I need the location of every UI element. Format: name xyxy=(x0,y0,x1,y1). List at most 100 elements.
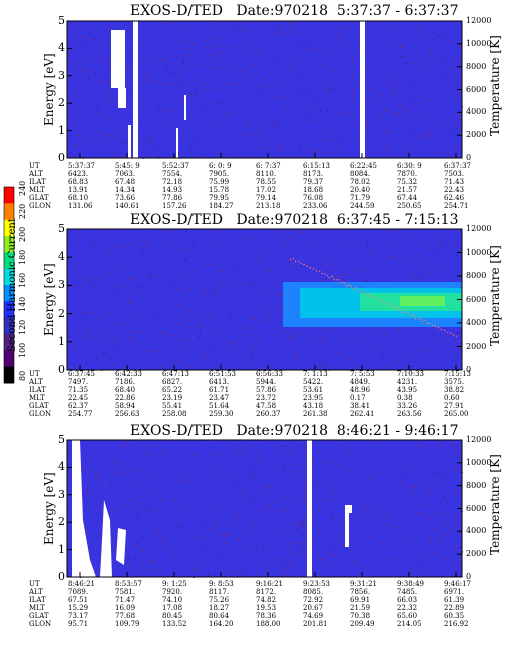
ephemeris-cell: 60.35 xyxy=(444,612,465,620)
ephemeris-cell: 21.57 xyxy=(397,186,418,194)
ephemeris-cell: 23.19 xyxy=(162,394,183,402)
ephemeris-cell: 18.68 xyxy=(303,186,324,194)
ephemeris-cell: 77.68 xyxy=(115,612,136,620)
ephemeris-cell: 38.82 xyxy=(444,386,465,394)
ephemeris-cell: 5:45: 9 xyxy=(115,162,140,170)
y-tick-label: 5 xyxy=(58,222,65,235)
ephemeris-cell: 68.10 xyxy=(68,194,89,202)
panel-time-range: 6:37:45 - 7:15:13 xyxy=(336,212,459,228)
plasma-band xyxy=(283,282,462,327)
ephemeris-cell: 79.14 xyxy=(256,194,277,202)
ephemeris-cell: 5422. xyxy=(303,378,324,386)
ephemeris-cell: 75.26 xyxy=(209,596,230,604)
ephemeris-cell: 7063. xyxy=(115,170,136,178)
panel-title: EXOS-D/TED Date:970218 6:37:45 - 7:15:13 xyxy=(130,212,458,228)
y-tick-label: 3 xyxy=(58,487,65,501)
ephemeris-cell: 75.32 xyxy=(397,178,418,186)
ephemeris-cell: 55.41 xyxy=(162,402,183,410)
instrument-name: EXOS-D/TED xyxy=(130,423,223,439)
y2-tick-label: 10000 xyxy=(466,457,492,467)
ephemeris-row-label: ALT xyxy=(29,588,43,596)
temperature-trace xyxy=(289,257,459,338)
ephemeris-row-label: UT xyxy=(29,370,40,378)
ephemeris-cell: 164.20 xyxy=(209,620,234,628)
ephemeris-cell: 8085. xyxy=(303,588,324,596)
ephemeris-cell: 6413. xyxy=(209,378,230,386)
ephemeris-cell: 22.45 xyxy=(68,394,89,402)
ephemeris-cell: 20.40 xyxy=(350,186,371,194)
ephemeris-cell: 22.86 xyxy=(115,394,136,402)
ephemeris-cell: 79.37 xyxy=(303,178,324,186)
ephemeris-cell: 5:37:37 xyxy=(68,162,95,170)
ephemeris-cell: 58.94 xyxy=(115,402,136,410)
ephemeris-cell: 6:15:13 xyxy=(303,162,330,170)
ephemeris-cell: 62.46 xyxy=(444,194,465,202)
ephemeris-row-label: ILAT xyxy=(29,178,46,186)
ephemeris-cell: 19.53 xyxy=(256,604,277,612)
ephemeris-cell: 9:31:21 xyxy=(350,580,377,588)
y-tick-label: 0 xyxy=(58,151,65,164)
y-tick-label: 4 xyxy=(58,460,65,474)
y-tick-label: 2 xyxy=(58,515,65,529)
y2-tick-label: 0 xyxy=(466,572,472,581)
ephemeris-cell: 23.72 xyxy=(256,394,277,402)
ephemeris-cell: 43.18 xyxy=(303,402,324,410)
ephemeris-cell: 38.41 xyxy=(350,402,371,410)
colorbar-swatch xyxy=(4,366,14,384)
ephemeris-cell: 0.60 xyxy=(444,394,460,402)
ephemeris-cell: 16.09 xyxy=(115,604,136,612)
ephemeris-cell: 254.77 xyxy=(68,410,93,418)
y-tick-label: 5 xyxy=(58,433,65,446)
ephemeris-cell: 213.18 xyxy=(256,202,281,210)
ephemeris-cell: 70.38 xyxy=(350,612,371,620)
ephemeris-row-label: GLON xyxy=(29,620,52,628)
ephemeris-cell: 72.92 xyxy=(303,596,324,604)
colorbar-swatch xyxy=(4,350,14,368)
ephemeris-cell: 7856. xyxy=(350,588,371,596)
ephemeris-cell: 256.63 xyxy=(115,410,140,418)
ephemeris-cell: 9:23:53 xyxy=(303,580,330,588)
ephemeris-cell: 66.03 xyxy=(397,596,418,604)
panel-time-range: 5:37:37 - 6:37:37 xyxy=(336,3,459,19)
panel-title: EXOS-D/TED Date:970218 8:46:21 - 9:46:17 xyxy=(130,423,458,439)
panel-title: EXOS-D/TED Date:970218 5:37:37 - 6:37:37 xyxy=(130,3,458,19)
colorbar-swatch xyxy=(4,252,14,270)
ephemeris-cell: 9: 8:53 xyxy=(209,580,234,588)
data-gap xyxy=(133,21,138,158)
ephemeris-cell: 9: 1:25 xyxy=(162,580,187,588)
ephemeris-cell: 6: 7:37 xyxy=(256,162,281,170)
ephemeris-cell: 7503. xyxy=(444,170,465,178)
ephemeris-cell: 7581. xyxy=(115,588,136,596)
ephemeris-cell: 17.02 xyxy=(256,186,277,194)
y2-tick-label: 0 xyxy=(466,365,472,374)
ephemeris-cell: 6971. xyxy=(444,588,465,596)
ephemeris-cell: 48.96 xyxy=(350,386,371,394)
y-tick-label: 2 xyxy=(58,96,65,110)
panel-date: Date:970218 xyxy=(236,212,328,228)
ephemeris-cell: 6:47:13 xyxy=(162,370,189,378)
ephemeris-row-label: MLT xyxy=(29,186,45,194)
ephemeris-cell: 80.45 xyxy=(162,612,183,620)
ephemeris-cell: 74.10 xyxy=(162,596,183,604)
data-gap xyxy=(307,440,312,577)
ephemeris-cell: 79.95 xyxy=(209,194,230,202)
ephemeris-cell: 7: 5:53 xyxy=(350,370,375,378)
ephemeris-cell: 157.26 xyxy=(162,202,187,210)
colorbar-swatch xyxy=(4,219,14,237)
colorbar-swatch xyxy=(4,334,14,351)
ephemeris-cell: 78.36 xyxy=(256,612,277,620)
ephemeris-row-label: GLAT xyxy=(29,194,49,202)
ephemeris-cell: 69.91 xyxy=(350,596,371,604)
ephemeris-cell: 23.47 xyxy=(209,394,230,402)
ephemeris-cell: 72.18 xyxy=(162,178,183,186)
ephemeris-cell: 209.49 xyxy=(350,620,375,628)
y2-tick-label: 2000 xyxy=(466,549,487,559)
spectrogram-background xyxy=(67,21,462,158)
ephemeris-cell: 71.43 xyxy=(444,178,465,186)
ephemeris-row-label: GLON xyxy=(29,410,52,418)
ephemeris-cell: 7089. xyxy=(68,588,89,596)
colorbar-swatch xyxy=(4,285,14,302)
ephemeris-row-label: ALT xyxy=(29,170,43,178)
y-tick-label: 0 xyxy=(58,363,65,376)
